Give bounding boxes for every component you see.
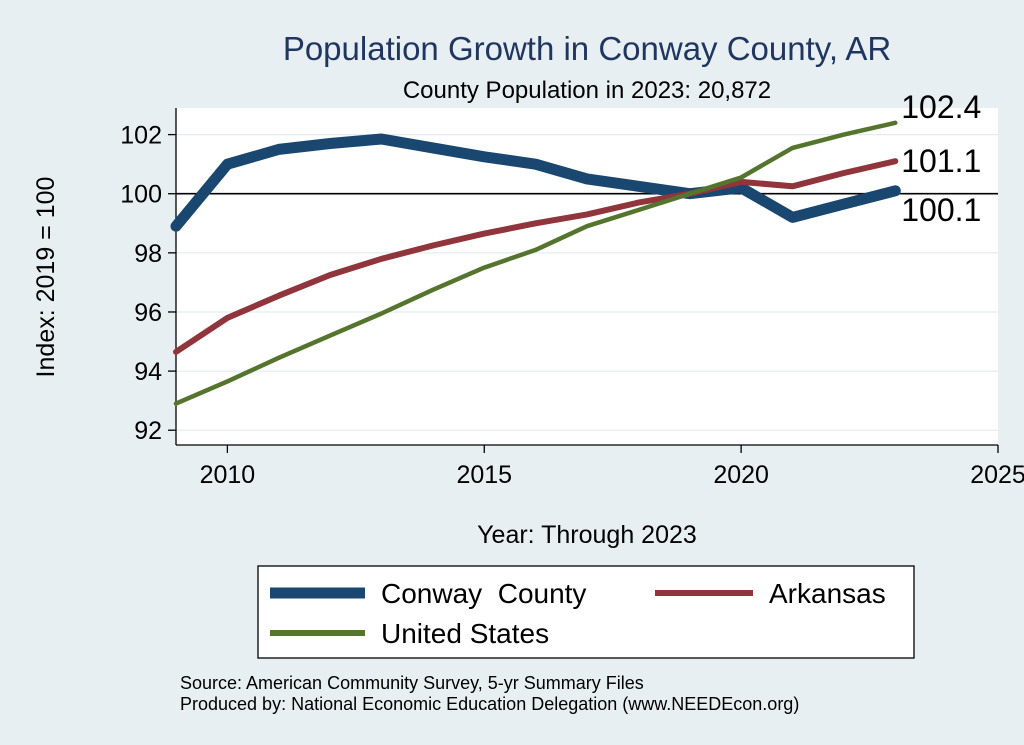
y-tick-label-94: 94 xyxy=(134,358,162,386)
series-line-united-states xyxy=(173,120,898,406)
series-lines xyxy=(170,120,901,406)
x-tick-label-2010: 2010 xyxy=(200,461,256,489)
legend-label-arkansas: Arkansas xyxy=(769,578,886,609)
producer-note: Produced by: National Economic Education… xyxy=(180,694,799,714)
x-tick-label-2020: 2020 xyxy=(713,461,769,489)
x-axis-title: Year: Through 2023 xyxy=(477,521,697,549)
y-tick-label-102: 102 xyxy=(120,122,162,150)
legend-box xyxy=(257,565,915,659)
y-tick-label-98: 98 xyxy=(134,240,162,268)
chart-title: Population Growth in Conway County, AR xyxy=(283,30,891,67)
end-label-arkansas: 101.1 xyxy=(901,143,981,179)
x-tick-label-2015: 2015 xyxy=(456,461,512,489)
end-labels: 100.1 101.1 102.4 xyxy=(901,89,981,228)
axis-ticks: 92 94 96 98 100 102 2010 2015 2020 2025 xyxy=(120,122,1024,489)
series-line-arkansas xyxy=(173,158,899,355)
y-axis-title: Index: 2019 = 100 xyxy=(32,177,60,378)
y-tick-label-96: 96 xyxy=(134,299,162,327)
y-tick-label-92: 92 xyxy=(134,417,162,445)
chart-subtitle: County Population in 2023: 20,872 xyxy=(403,77,771,104)
legend-label-conway-county: Conway County xyxy=(381,578,586,609)
plot-area xyxy=(176,108,998,445)
legend-label-united-states: United States xyxy=(381,618,549,649)
source-note: Source: American Community Survey, 5-yr … xyxy=(180,673,644,693)
y-tick-label-100: 100 xyxy=(120,181,162,209)
end-label-conway-county: 100.1 xyxy=(901,192,981,228)
legend: Conway County Arkansas United States xyxy=(257,565,915,659)
x-tick-label-2025: 2025 xyxy=(970,461,1024,489)
series-line-conway-county xyxy=(170,133,901,232)
end-label-united-states: 102.4 xyxy=(901,89,981,125)
